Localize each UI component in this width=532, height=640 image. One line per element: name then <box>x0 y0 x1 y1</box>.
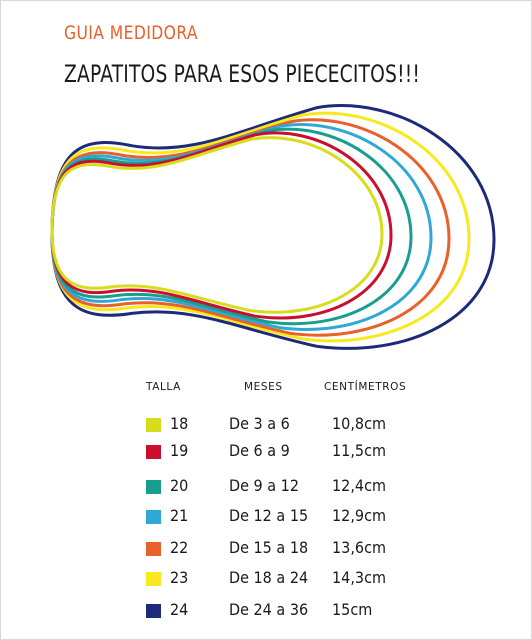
size-row: 19 De 6 a 9 11,5cm <box>0 441 532 465</box>
size-value: 22 <box>170 538 189 557</box>
size-value: 20 <box>170 476 189 495</box>
header-months: MESES <box>244 381 283 393</box>
foot-outline-size-24 <box>50 104 496 350</box>
foot-outline-size-18 <box>50 136 384 314</box>
size-row: 22 De 15 a 18 13,6cm <box>0 538 532 562</box>
header-size: TALLA <box>146 381 181 393</box>
cm-value: 11,5cm <box>332 441 387 460</box>
foot-outline-size-21 <box>50 123 433 331</box>
size-value: 18 <box>170 414 189 433</box>
color-swatch <box>146 542 161 556</box>
cm-value: 12,4cm <box>332 476 387 495</box>
months-value: De 6 a 9 <box>229 441 290 460</box>
size-row: 18 De 3 a 6 10,8cm <box>0 414 532 438</box>
color-swatch <box>146 480 161 494</box>
size-value: 19 <box>170 441 189 460</box>
color-swatch <box>146 604 161 618</box>
cm-value: 14,3cm <box>332 568 387 587</box>
months-value: De 12 a 15 <box>229 506 309 525</box>
foot-outline-size-22 <box>50 118 451 337</box>
months-value: De 15 a 18 <box>229 538 309 557</box>
months-value: De 18 a 24 <box>229 568 309 587</box>
color-swatch <box>146 445 161 459</box>
size-value: 21 <box>170 506 189 525</box>
size-value: 23 <box>170 568 189 587</box>
color-swatch <box>146 418 161 432</box>
cm-value: 15cm <box>332 600 373 619</box>
foot-outline-size-19 <box>50 131 393 320</box>
size-row: 24 De 24 a 36 15cm <box>0 600 532 624</box>
size-value: 24 <box>170 600 189 619</box>
foot-outline-size-20 <box>50 127 413 326</box>
size-row: 20 De 9 a 12 12,4cm <box>0 476 532 500</box>
size-row: 21 De 12 a 15 12,9cm <box>0 506 532 530</box>
cm-value: 10,8cm <box>332 414 387 433</box>
months-value: De 9 a 12 <box>229 476 299 495</box>
header-cm: CENTÍMETROS <box>324 381 407 393</box>
months-value: De 24 a 36 <box>229 600 309 619</box>
guide-subtitle: GUIA MEDIDORA <box>64 22 199 44</box>
color-swatch <box>146 510 161 524</box>
months-value: De 3 a 6 <box>229 414 290 433</box>
cm-value: 12,9cm <box>332 506 387 525</box>
guide-title: ZAPATITOS PARA ESOS PIECECITOS!!! <box>64 60 421 88</box>
color-swatch <box>146 572 161 586</box>
foot-outline-size-23 <box>50 111 471 343</box>
size-row: 23 De 18 a 24 14,3cm <box>0 568 532 592</box>
cm-value: 13,6cm <box>332 538 387 557</box>
